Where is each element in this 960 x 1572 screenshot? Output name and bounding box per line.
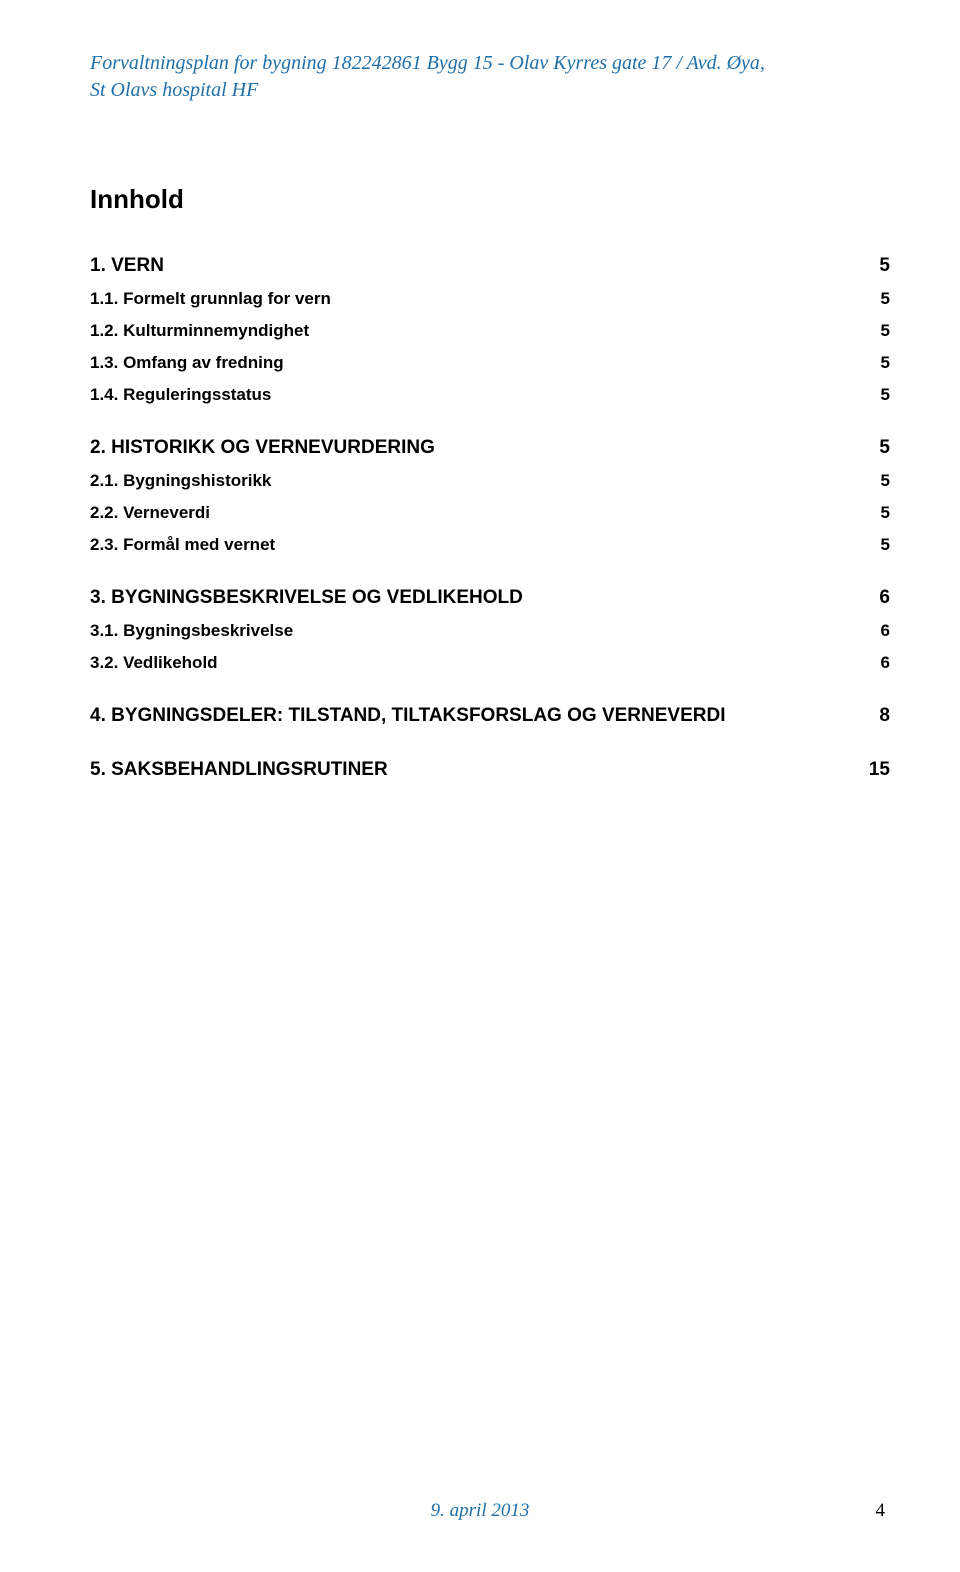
footer-date: 9. april 2013 — [0, 1500, 960, 1522]
toc-entry-page: 5 — [861, 385, 890, 405]
toc-entry-label: 2.3. Formål med vernet — [90, 535, 275, 555]
toc-entry-page: 5 — [861, 321, 890, 341]
toc-entry-label: 1.3. Omfang av fredning — [90, 353, 284, 373]
toc-entry: 1.4. Reguleringsstatus 5 — [90, 385, 890, 405]
table-of-contents: 1. VERN51.1. Formelt grunnlag for vern51… — [90, 255, 890, 781]
toc-entry-page: 5 — [861, 535, 890, 555]
toc-entry: 3. BYGNINGSBESKRIVELSE OG VEDLIKEHOLD 6 — [90, 587, 890, 609]
toc-entry-page: 5 — [861, 503, 890, 523]
toc-entry-label: 2.2. Verneverdi — [90, 503, 210, 523]
toc-entry-page: 6 — [859, 587, 890, 609]
toc-entry-page: 5 — [859, 437, 890, 459]
toc-entry-label: 3.2. Vedlikehold — [90, 653, 218, 673]
toc-entry-label: 1.1. Formelt grunnlag for vern — [90, 289, 331, 309]
toc-entry-page: 15 — [849, 759, 890, 781]
page-title: Innhold — [90, 184, 890, 215]
toc-entry: 1. VERN 5 — [90, 255, 890, 277]
document-header: Forvaltningsplan for bygning 182242861 B… — [90, 50, 890, 104]
toc-entry: 2.1. Bygningshistorikk 5 — [90, 471, 890, 491]
toc-entry-page: 5 — [861, 471, 890, 491]
toc-entry: 3.1. Bygningsbeskrivelse 6 — [90, 621, 890, 641]
toc-entry-page: 5 — [861, 353, 890, 373]
toc-entry: 1.1. Formelt grunnlag for vern 5 — [90, 289, 890, 309]
page-number: 4 — [876, 1500, 886, 1522]
toc-entry-label: 3. BYGNINGSBESKRIVELSE OG VEDLIKEHOLD — [90, 587, 523, 609]
toc-entry-label: 2. HISTORIKK OG VERNEVURDERING — [90, 437, 435, 459]
toc-entry: 2.3. Formål med vernet 5 — [90, 535, 890, 555]
toc-entry: 1.3. Omfang av fredning 5 — [90, 353, 890, 373]
toc-entry: 5. SAKSBEHANDLINGSRUTINER 15 — [90, 759, 890, 781]
toc-entry-page: 6 — [861, 653, 890, 673]
toc-entry-page: 5 — [859, 255, 890, 277]
toc-entry-label: 1.2. Kulturminnemyndighet — [90, 321, 309, 341]
toc-entry: 1.2. Kulturminnemyndighet 5 — [90, 321, 890, 341]
toc-entry-label: 3.1. Bygningsbeskrivelse — [90, 621, 293, 641]
toc-entry-label: 4. BYGNINGSDELER: TILSTAND, TILTAKSFORSL… — [90, 705, 725, 727]
toc-entry-label: 1. VERN — [90, 255, 164, 277]
toc-entry-label: 1.4. Reguleringsstatus — [90, 385, 271, 405]
toc-entry: 2.2. Verneverdi 5 — [90, 503, 890, 523]
toc-entry-page: 8 — [859, 705, 890, 727]
toc-entry: 2. HISTORIKK OG VERNEVURDERING 5 — [90, 437, 890, 459]
toc-entry-page: 6 — [861, 621, 890, 641]
toc-entry: 4. BYGNINGSDELER: TILSTAND, TILTAKSFORSL… — [90, 705, 890, 727]
toc-entry-label: 5. SAKSBEHANDLINGSRUTINER — [90, 759, 388, 781]
toc-entry-page: 5 — [861, 289, 890, 309]
toc-entry: 3.2. Vedlikehold 6 — [90, 653, 890, 673]
toc-entry-label: 2.1. Bygningshistorikk — [90, 471, 271, 491]
header-line-2: St Olavs hospital HF — [90, 77, 890, 104]
header-line-1: Forvaltningsplan for bygning 182242861 B… — [90, 50, 890, 77]
